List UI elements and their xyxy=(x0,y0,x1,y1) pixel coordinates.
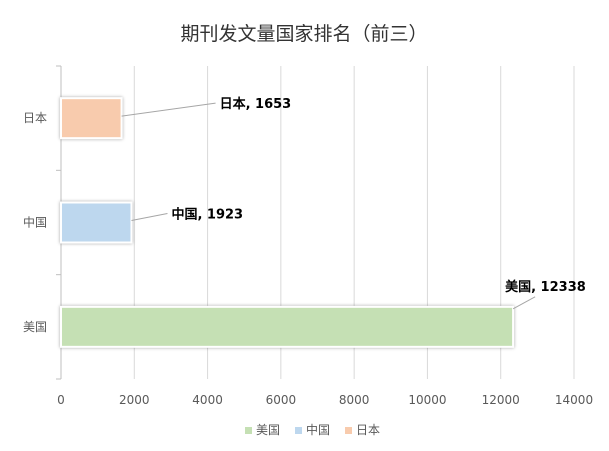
legend-swatch xyxy=(295,427,302,434)
legend-swatch xyxy=(345,427,352,434)
x-tick-label: 14000 xyxy=(555,393,593,407)
legend-entry: 美国 xyxy=(256,423,280,437)
bar-2 xyxy=(60,97,123,140)
x-tick-label: 2000 xyxy=(119,393,150,407)
data-label: 中国, 1923 xyxy=(171,207,243,223)
x-tick-label: 0 xyxy=(57,393,65,407)
y-category-label: 中国 xyxy=(23,215,47,230)
bars xyxy=(60,97,515,348)
leader-line xyxy=(121,102,216,117)
legend-entry: 中国 xyxy=(306,422,330,437)
leader-line xyxy=(512,296,536,310)
x-tick-label: 10000 xyxy=(408,393,446,407)
legend-swatch xyxy=(245,427,252,434)
data-labels: 美国, 12338 中国, 1923 日本, 1653 xyxy=(121,96,586,310)
gridlines xyxy=(133,66,575,379)
data-label: 日本, 1653 xyxy=(220,96,292,112)
bar-0 xyxy=(60,305,515,348)
y-category-label: 日本 xyxy=(23,111,47,125)
legend: 美国 中国 日本 xyxy=(245,422,380,437)
axes: 0 2000 4000 6000 8000 10000 12000 14000 美国 中国 日本 xyxy=(23,65,593,407)
leader-line xyxy=(131,213,168,221)
chart-title: 期刊发文量国家排名（前三） xyxy=(180,23,427,45)
x-tick-label: 12000 xyxy=(482,393,520,407)
y-category-label: 美国 xyxy=(23,320,47,334)
bar-1 xyxy=(60,201,133,244)
x-tick-label: 8000 xyxy=(339,393,370,407)
data-label: 美国, 12338 xyxy=(505,279,586,295)
legend-entry: 日本 xyxy=(356,423,380,437)
x-tick-label: 6000 xyxy=(266,393,297,407)
x-tick-label: 4000 xyxy=(192,393,223,407)
